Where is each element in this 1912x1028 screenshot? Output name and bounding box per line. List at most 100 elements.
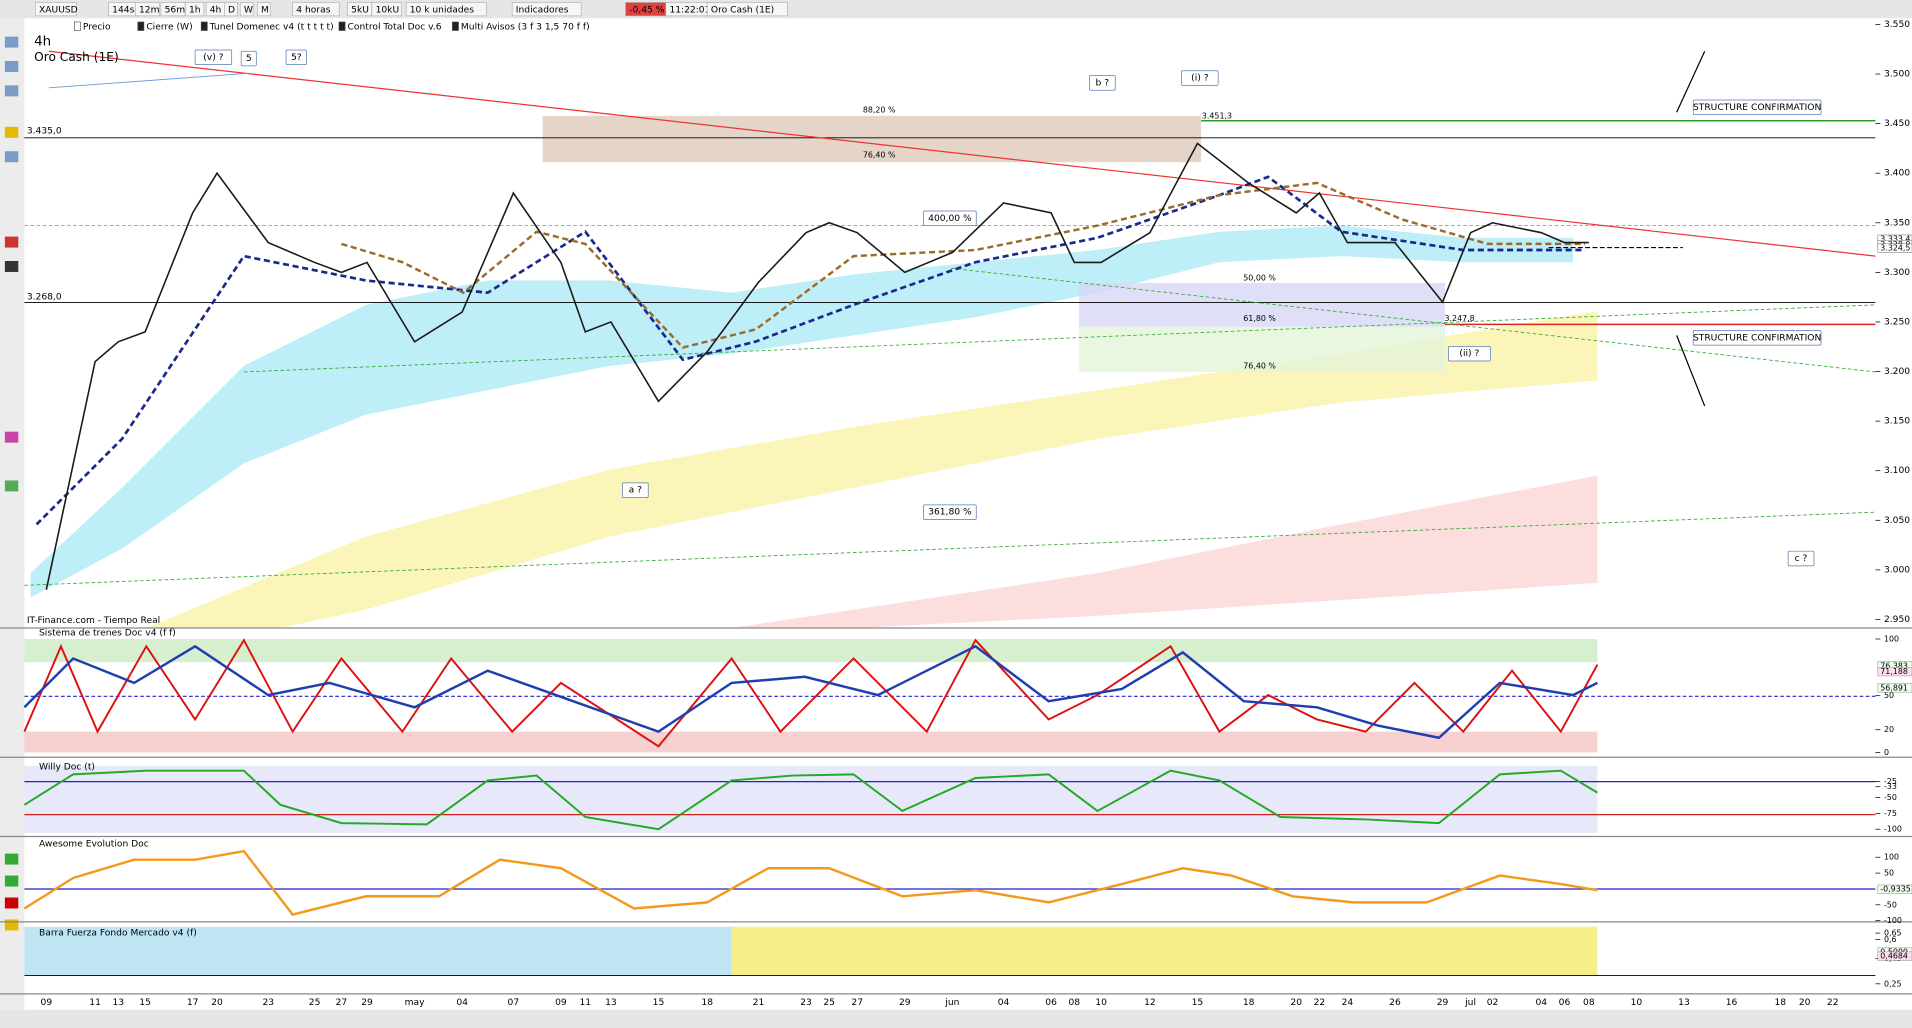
- instrument-label: Oro Cash (1E): [34, 50, 119, 64]
- x-tick-label: 08: [1068, 998, 1080, 1008]
- chart-overlays: [24, 50, 1876, 629]
- toolbar-button[interactable]: [256, 2, 271, 17]
- x-tick-label: 20: [211, 998, 223, 1008]
- price-axis: [1875, 18, 1912, 1010]
- x-tick-label: 09: [555, 998, 567, 1008]
- toolbar-label: 1h: [189, 5, 201, 15]
- y-tick-label: 3.300: [1884, 268, 1910, 278]
- x-tick-label: 08: [1583, 998, 1595, 1008]
- y-tick-label: -50: [1884, 793, 1897, 802]
- annotation-box: [240, 50, 257, 67]
- x-tick-label: 29: [1437, 998, 1449, 1008]
- annotation: 76,40 %: [1243, 361, 1276, 370]
- value-tag-label: -0,9335: [1880, 885, 1911, 894]
- toolbar-button[interactable]: [706, 2, 788, 17]
- toolbar-label: 144s: [112, 5, 134, 15]
- x-tick-label: 17: [187, 998, 199, 1008]
- toolbar-button[interactable]: [371, 2, 402, 17]
- annotation: 88,20 %: [863, 105, 896, 114]
- annotation: 5?: [291, 53, 302, 63]
- toolbar-label: D: [228, 5, 235, 15]
- y-tick-label: 3.200: [1884, 367, 1910, 377]
- y-tick-label: -100: [1884, 916, 1902, 925]
- toolbar-button[interactable]: [239, 2, 254, 17]
- x-tick-label: 22: [1314, 998, 1326, 1008]
- toolbar-button[interactable]: [185, 2, 205, 17]
- x-tick-label: 25: [309, 998, 321, 1008]
- x-tick-label: 02: [1487, 998, 1499, 1008]
- y-tick-label: 50: [1884, 691, 1894, 700]
- timeframe-label: 4h: [34, 34, 51, 49]
- level-label: 3.268,0: [27, 292, 62, 302]
- x-tick-label: 09: [41, 998, 53, 1008]
- x-tick-label: 12: [1144, 998, 1156, 1008]
- annotation-box: [1787, 550, 1815, 567]
- source-label: IT-Finance.com - Tiempo Real: [27, 616, 160, 626]
- y-tick-label: 3.350: [1884, 218, 1910, 228]
- y-tick-label: 3.250: [1884, 317, 1910, 327]
- toolbar-label: 4h: [210, 5, 222, 15]
- legend-entry[interactable]: Cierre (W): [146, 22, 192, 32]
- toolbar-button[interactable]: [511, 2, 582, 17]
- toolbar-button[interactable]: [35, 2, 77, 17]
- status-bar: [0, 1009, 1912, 1028]
- value-tag: [1877, 951, 1912, 961]
- x-tick-label: 13: [605, 998, 617, 1008]
- y-tick-label: 100: [1884, 853, 1899, 862]
- legend-swatch: [452, 21, 459, 31]
- y-tick-label: 3.100: [1884, 466, 1910, 476]
- toolbar-label: W: [244, 5, 253, 15]
- toolbar-label: 10 k unidades: [410, 5, 475, 15]
- annotation: 5: [246, 54, 252, 64]
- value-tag-label: 0,4684: [1880, 952, 1908, 961]
- panel-title: Awesome Evolution Doc: [39, 839, 149, 849]
- toolbar-button[interactable]: [292, 2, 340, 17]
- toolbar-label: 12m: [139, 5, 160, 15]
- x-tick-label: 27: [336, 998, 348, 1008]
- x-tick-label: 04: [998, 998, 1010, 1008]
- annotation: 76,40 %: [863, 150, 896, 159]
- x-tick-label: 23: [262, 998, 274, 1008]
- toolbar-label: 56m: [165, 5, 186, 15]
- toolbar: [0, 0, 1912, 19]
- x-tick-label: 04: [1535, 998, 1547, 1008]
- toolbar-label: 4 horas: [296, 5, 330, 15]
- x-tick-label: 23: [800, 998, 812, 1008]
- y-tick-label: 50: [1884, 869, 1894, 878]
- annotation-box: [1448, 345, 1491, 362]
- annotation: (i) ?: [1191, 74, 1209, 84]
- legend-entry[interactable]: Tunel Domenec v4 (t t t t t): [209, 22, 334, 32]
- x-tick-label: 11: [89, 998, 101, 1008]
- left-tools[interactable]: [4, 36, 19, 931]
- x-tick-label: 21: [753, 998, 765, 1008]
- y-tick-label: 0: [1884, 748, 1889, 757]
- toolbar-label: -0,45 %: [629, 5, 665, 15]
- y-tick-label: 3.050: [1884, 516, 1910, 526]
- price-tag-label: 3.333,4: [1880, 235, 1910, 244]
- legend-entry[interactable]: Precio: [83, 22, 111, 32]
- x-tick-label: 04: [456, 998, 468, 1008]
- x-tick-label: 15: [653, 998, 665, 1008]
- x-tick-label: jun: [944, 998, 959, 1008]
- annotation: (v) ?: [203, 53, 223, 63]
- x-tick-label: 20: [1799, 998, 1811, 1008]
- legend-entry[interactable]: Multi Avisos (3 f 3 1,5 70 f f): [461, 22, 590, 32]
- y-tick-label: 100: [1884, 634, 1899, 643]
- legend-swatch: [338, 21, 346, 31]
- annotation-box: [1181, 70, 1219, 86]
- annotation-box: [923, 210, 977, 226]
- annotation: STRUCTURE CONFIRMATION: [1693, 333, 1821, 343]
- annotation: 3.247,8: [1445, 314, 1475, 323]
- value-tag: [1877, 667, 1912, 677]
- value-tag-label: 76,383: [1880, 661, 1908, 670]
- toolbar-button[interactable]: [224, 2, 238, 17]
- y-tick-label: 3.400: [1884, 169, 1910, 179]
- toolbar-label: Indicadores: [516, 5, 569, 15]
- y-tick-label: 0,6: [1884, 935, 1897, 944]
- y-tick-label: -100: [1884, 825, 1902, 834]
- toolbar-button[interactable]: [135, 2, 160, 17]
- toolbar-label: 11:22:01: [669, 5, 710, 15]
- toolbar-label: 5kU: [351, 5, 369, 15]
- toolbar-button[interactable]: [405, 2, 487, 17]
- legend-entry[interactable]: Control Total Doc v.6: [348, 22, 442, 32]
